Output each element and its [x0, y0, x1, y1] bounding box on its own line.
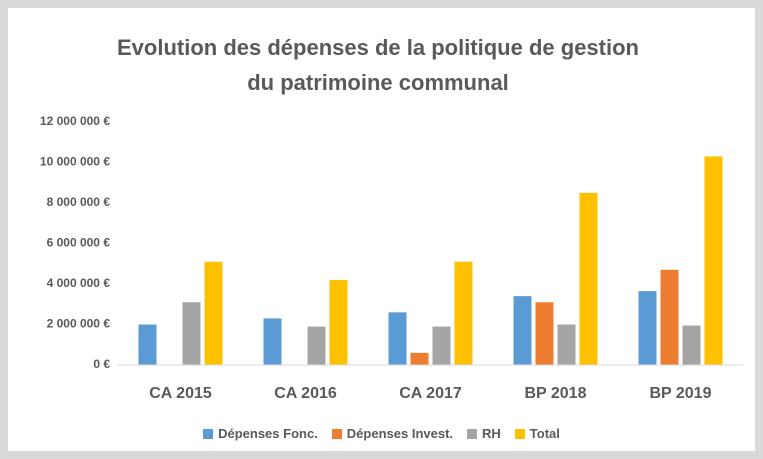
- bar: [513, 296, 532, 365]
- bar: [682, 325, 701, 365]
- legend-swatch: [203, 428, 214, 439]
- legend-label: Dépenses Fonc.: [218, 426, 318, 441]
- bar: [579, 192, 598, 365]
- y-tick-label: 12 000 000 €: [40, 114, 110, 128]
- bar: [182, 302, 201, 365]
- legend-label: Total: [529, 426, 560, 441]
- y-tick-label: 10 000 000 €: [40, 155, 110, 169]
- x-tick-label: BP 2019: [650, 385, 712, 402]
- bar: [263, 318, 282, 365]
- legend-item: RH: [467, 426, 501, 441]
- legend-swatch: [331, 428, 342, 439]
- legend-swatch: [514, 428, 525, 439]
- bar: [704, 156, 723, 365]
- x-tick-label: BP 2018: [525, 385, 587, 402]
- x-tick-label: CA 2015: [149, 385, 212, 402]
- bar: [204, 261, 223, 365]
- bar: [307, 326, 326, 365]
- bar: [138, 324, 157, 365]
- chart: 0 € 2 000 000 € 4 000 000 € 6 000 000 € 8 00…: [40, 114, 743, 402]
- legend-label: RH: [482, 426, 501, 441]
- chart-frame: Evolution des dépenses de la politique d…: [8, 8, 755, 451]
- bar: [329, 279, 348, 365]
- y-tick-label: 8 000 000 €: [47, 195, 111, 209]
- bar: [388, 312, 407, 365]
- y-tick-label: 2 000 000 €: [47, 317, 111, 331]
- x-tick-label: CA 2017: [399, 385, 462, 402]
- bar: [660, 269, 679, 365]
- bar: [557, 324, 576, 365]
- chart-title: Evolution des dépenses de la politique d…: [117, 35, 639, 95]
- y-tick-label: 6 000 000 €: [47, 236, 111, 250]
- bar: [432, 326, 451, 365]
- bar: [638, 291, 657, 365]
- legend-label: Dépenses Invest.: [346, 426, 454, 441]
- bar: [410, 352, 429, 365]
- legend-item: Total: [514, 426, 560, 441]
- x-tick-label: CA 2016: [274, 385, 337, 402]
- y-tick-label: 4 000 000 €: [47, 276, 111, 290]
- y-tick-label: 0 €: [93, 357, 110, 371]
- bar: [535, 302, 554, 365]
- legend-item: Dépenses Fonc.: [203, 426, 318, 441]
- legend: Dépenses Fonc. Dépenses Invest. RH Total: [8, 426, 755, 441]
- legend-item: Dépenses Invest.: [331, 426, 454, 441]
- legend-swatch: [467, 428, 478, 439]
- bar: [454, 261, 473, 365]
